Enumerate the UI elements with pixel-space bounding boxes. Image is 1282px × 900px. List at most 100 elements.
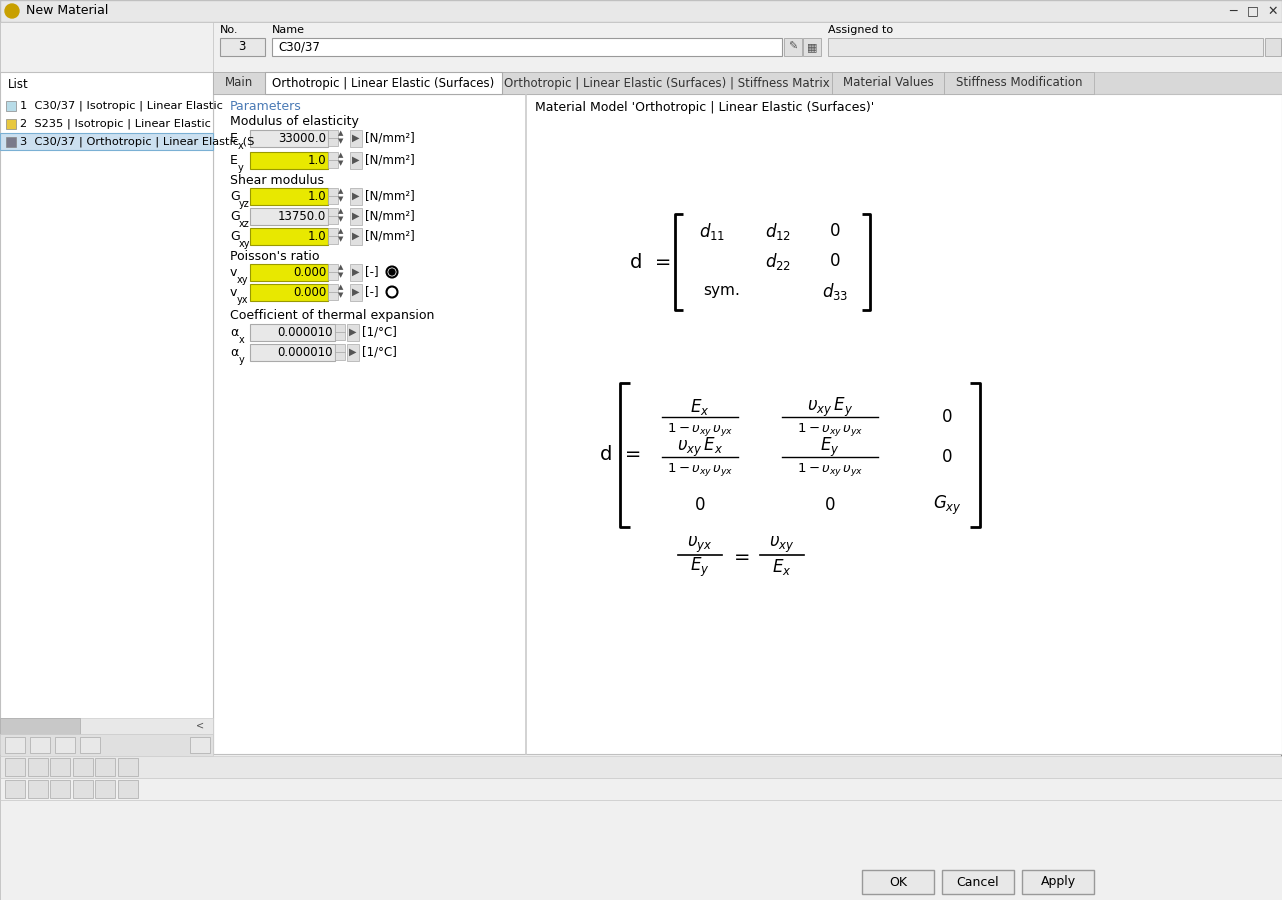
Text: α: α (229, 346, 238, 358)
Text: $d_{22}$: $d_{22}$ (765, 251, 791, 273)
Bar (0, 72, 213, 754)
Bar (328, 138, 338, 146)
Bar (350, 264, 362, 281)
Text: $1 - \upsilon_{xy}\,\upsilon_{yx}$: $1 - \upsilon_{xy}\,\upsilon_{yx}$ (796, 461, 863, 478)
Bar (328, 130, 338, 138)
Text: $E_x$: $E_x$ (690, 397, 710, 417)
Bar (265, 72, 503, 94)
Bar (1022, 870, 1094, 894)
Text: [N/mm²]: [N/mm²] (365, 190, 415, 203)
Text: 3  C30/37 | Orthotropic | Linear Elastic (S: 3 C30/37 | Orthotropic | Linear Elastic … (21, 137, 254, 148)
Text: Poisson's ratio: Poisson's ratio (229, 249, 319, 263)
Bar (28, 758, 47, 776)
Text: $0$: $0$ (695, 496, 705, 514)
Text: Orthotropic | Linear Elastic (Surfaces): Orthotropic | Linear Elastic (Surfaces) (272, 76, 494, 89)
Text: ▶: ▶ (353, 133, 360, 143)
Text: y: y (238, 163, 244, 173)
Bar (29, 737, 50, 753)
Bar (95, 758, 115, 776)
Bar (0, 734, 213, 756)
Text: ▲: ▲ (338, 208, 344, 214)
Text: 0.000: 0.000 (292, 285, 326, 299)
Text: <: < (196, 721, 204, 731)
Text: $\upsilon_{xy}\,E_x$: $\upsilon_{xy}\,E_x$ (677, 436, 723, 459)
Text: New Material: New Material (26, 4, 109, 17)
Bar (79, 737, 100, 753)
Bar (350, 284, 362, 301)
Text: ▲: ▲ (338, 284, 344, 290)
Text: 3: 3 (238, 40, 246, 53)
Bar (213, 72, 265, 94)
Text: $0$: $0$ (824, 496, 836, 514)
Bar (250, 324, 335, 341)
Text: [-]: [-] (365, 266, 378, 278)
Text: yx: yx (237, 295, 249, 305)
Text: 0.000: 0.000 (292, 266, 326, 278)
Text: $0$: $0$ (829, 223, 841, 240)
Text: ▼: ▼ (338, 216, 344, 222)
Bar (0, 718, 213, 734)
Text: Apply: Apply (1041, 876, 1076, 888)
Text: ▶: ▶ (349, 347, 356, 357)
Bar (347, 344, 359, 361)
Text: ▶: ▶ (353, 267, 360, 277)
Text: $1 - \upsilon_{xy}\,\upsilon_{yx}$: $1 - \upsilon_{xy}\,\upsilon_{yx}$ (667, 420, 733, 437)
Bar (0, 718, 79, 734)
Text: ─: ─ (1229, 4, 1237, 17)
Text: $E_y$: $E_y$ (820, 436, 840, 459)
Bar (250, 264, 328, 281)
Bar (328, 272, 338, 280)
Text: Coefficient of thermal expansion: Coefficient of thermal expansion (229, 309, 435, 321)
Bar (335, 352, 345, 360)
Text: xy: xy (238, 239, 250, 249)
Text: OK: OK (888, 876, 906, 888)
Bar (250, 208, 328, 225)
Bar (118, 780, 138, 798)
Bar (6, 119, 15, 129)
Bar (250, 344, 335, 361)
Text: 0.000010: 0.000010 (277, 326, 333, 338)
Bar (0, 133, 213, 150)
Text: [-]: [-] (365, 285, 378, 299)
Text: No.: No. (221, 25, 238, 35)
Text: $E_x$: $E_x$ (772, 557, 792, 577)
Bar (328, 228, 338, 236)
Text: Cancel: Cancel (956, 876, 999, 888)
Bar (0, 22, 1282, 72)
Text: 1  C30/37 | Isotropic | Linear Elastic: 1 C30/37 | Isotropic | Linear Elastic (21, 101, 223, 112)
Text: [N/mm²]: [N/mm²] (365, 230, 415, 242)
Text: d  =: d = (629, 253, 672, 272)
Bar (328, 160, 338, 168)
Bar (942, 870, 1014, 894)
Bar (73, 780, 94, 798)
Text: α: α (229, 326, 238, 338)
Text: x: x (238, 141, 244, 151)
Text: $\upsilon_{yx}$: $\upsilon_{yx}$ (687, 535, 713, 555)
Bar (95, 780, 115, 798)
Text: 0.000010: 0.000010 (277, 346, 333, 358)
Bar (50, 758, 71, 776)
Circle shape (388, 269, 395, 275)
Bar (328, 236, 338, 244)
Text: Stiffness Modification: Stiffness Modification (956, 76, 1082, 89)
Bar (328, 188, 338, 196)
Text: ▼: ▼ (338, 236, 344, 242)
Text: [N/mm²]: [N/mm²] (365, 154, 415, 166)
Bar (250, 130, 328, 147)
Bar (328, 152, 338, 160)
Bar (350, 188, 362, 205)
Bar (1265, 38, 1281, 56)
Text: $=$: $=$ (729, 545, 750, 564)
Text: C30/37: C30/37 (278, 40, 320, 53)
Bar (0, 22, 213, 72)
Bar (350, 228, 362, 245)
Bar (944, 72, 1094, 94)
Bar (335, 324, 345, 332)
Text: ▶: ▶ (353, 231, 360, 241)
Bar (347, 324, 359, 341)
Bar (272, 38, 782, 56)
Bar (828, 38, 1263, 56)
Bar (335, 344, 345, 352)
Text: $d_{11}$: $d_{11}$ (699, 221, 726, 242)
Text: $G_{xy}$: $G_{xy}$ (932, 493, 962, 517)
